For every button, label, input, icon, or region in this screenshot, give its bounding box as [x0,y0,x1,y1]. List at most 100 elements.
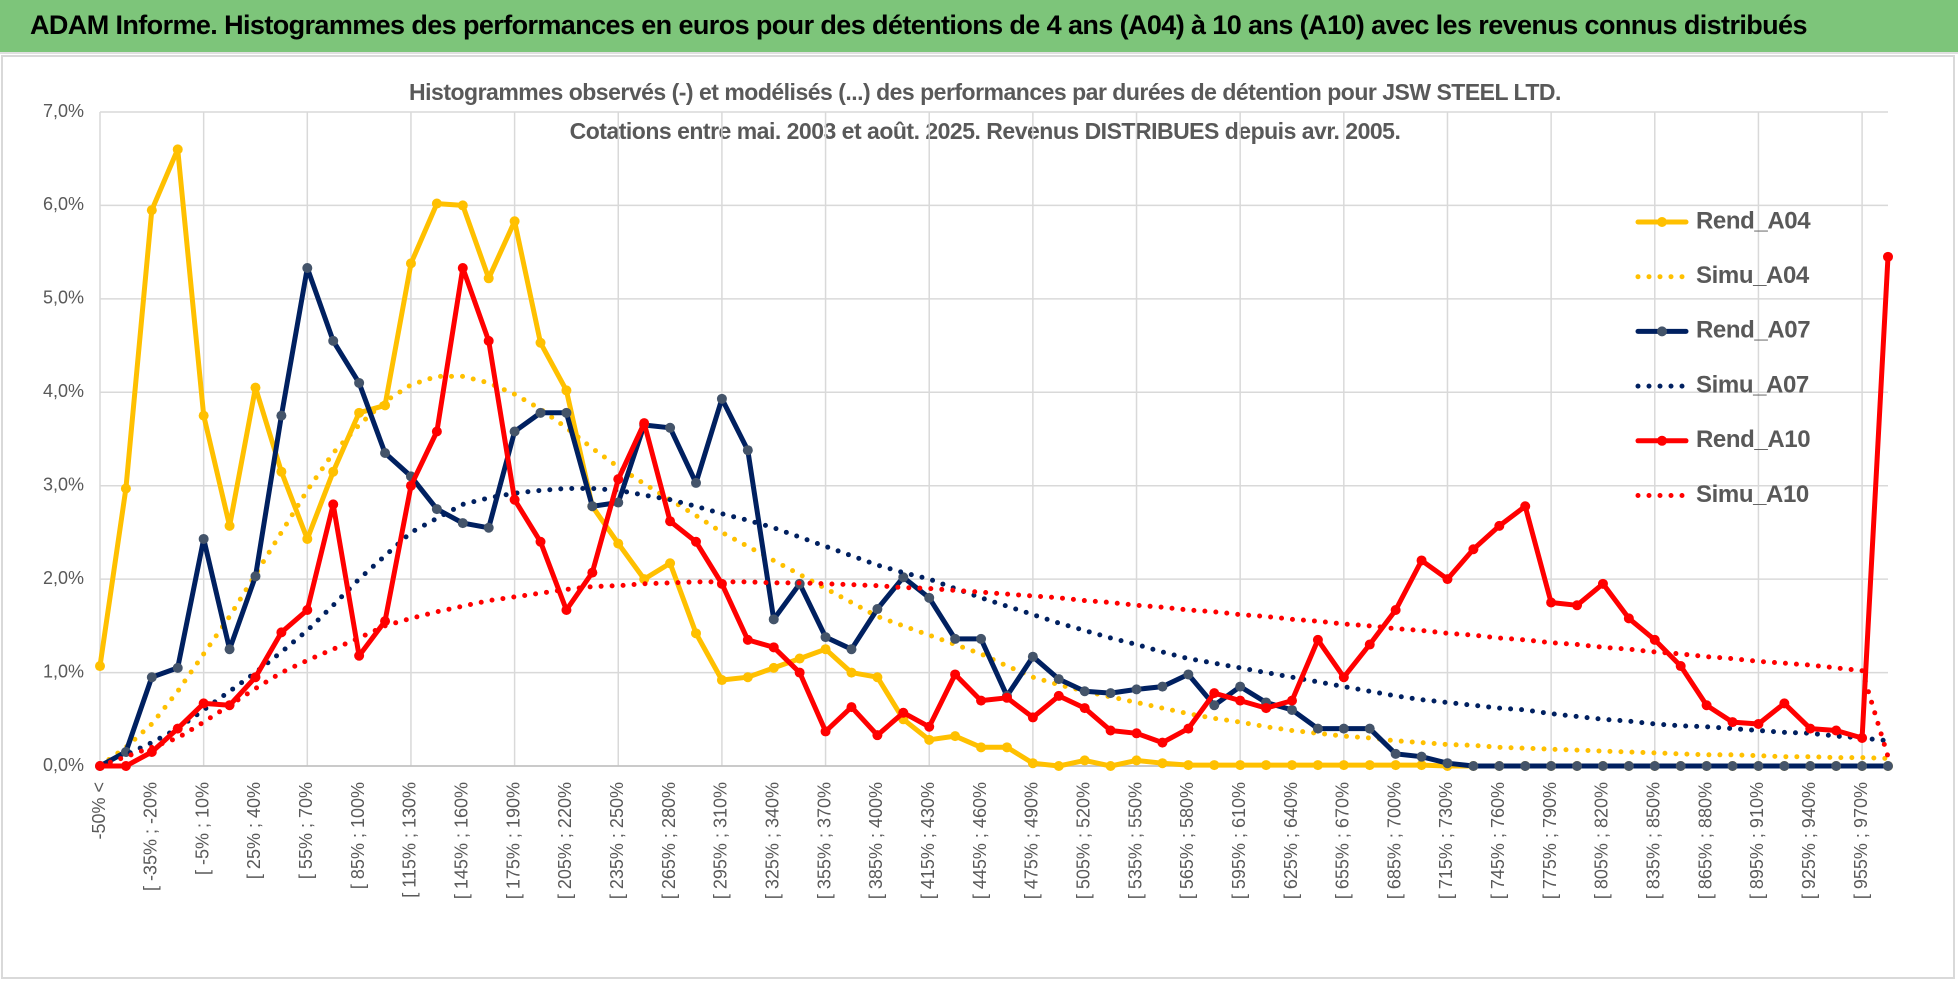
marker [1183,760,1194,771]
marker [976,633,987,644]
x-tick-label: [ 355% ; 370% [814,782,834,899]
marker [1027,758,1038,769]
x-tick-label: [ 745% ; 760% [1488,782,1508,899]
marker [1027,651,1038,662]
marker [872,672,883,683]
marker [1779,761,1790,771]
marker [146,205,157,216]
marker [354,407,365,418]
marker [1831,725,1842,736]
x-tick-label: [ 535% ; 550% [1125,782,1145,899]
marker [742,634,753,645]
marker [561,407,572,418]
x-tick-label: [ 265% ; 280% [659,782,679,899]
x-tick-label: [ 235% ; 250% [607,782,627,899]
marker [1364,723,1375,734]
x-tick-label: [ 805% ; 820% [1592,782,1612,899]
marker [561,604,572,615]
marker [483,273,494,284]
marker [1857,761,1868,771]
marker [1364,639,1375,650]
marker [665,558,676,569]
marker [561,385,572,396]
marker [820,644,831,655]
marker [691,536,701,547]
marker [1546,597,1557,608]
marker [1520,501,1531,512]
marker [1701,761,1712,771]
x-tick-label: [ 835% ; 850% [1644,782,1664,899]
marker [198,533,209,544]
marker [1416,751,1427,762]
marker [302,263,313,274]
marker [820,726,831,737]
marker [146,746,157,757]
marker [665,422,676,433]
marker [898,572,909,583]
marker [613,474,624,485]
marker [976,695,987,706]
marker [1727,761,1738,771]
x-tick-label: [ 385% ; 400% [866,782,886,899]
marker [1520,761,1531,771]
marker [1468,544,1479,555]
marker [1753,761,1764,771]
x-tick-label: [ 445% ; 460% [970,782,990,899]
x-tick-label: [ 955% ; 970% [1851,782,1871,899]
marker [328,466,339,477]
legend-marker [1657,326,1667,337]
marker [1312,723,1323,734]
x-tick-label: -50% < [89,782,109,840]
model-line [97,579,1891,769]
marker [250,672,261,683]
marker [950,731,961,742]
x-tick-label: [ 85% ; 100% [348,782,368,889]
marker [716,393,727,404]
marker [354,377,365,388]
marker [457,200,468,211]
chart-title: Histogrammes observés (-) et modélisés (… [409,79,1561,105]
marker [172,723,183,734]
marker [639,418,650,429]
marker [846,644,857,655]
x-tick-label: [ 925% ; 940% [1799,782,1819,899]
marker [742,672,753,683]
y-tick-label: 5,0% [43,288,84,308]
marker [1053,674,1064,685]
marker [1131,684,1142,695]
legend-marker [1657,217,1667,227]
legend-label: Simu_A10 [1696,481,1809,508]
marker [328,335,339,346]
marker [1649,634,1660,645]
x-tick-label: [ 55% ; 70% [296,782,316,879]
marker [380,616,391,627]
marker [1468,761,1479,771]
x-tick-label: [ 145% ; 160% [452,782,472,899]
marker [1390,748,1401,759]
marker [691,477,701,488]
marker [1727,717,1738,728]
marker [1183,669,1194,680]
marker [1753,718,1764,729]
marker [1805,723,1816,734]
x-tick-label: [ 115% ; 130% [400,782,420,898]
marker [1209,700,1220,711]
marker [1779,698,1790,709]
marker [1105,688,1116,699]
marker [1027,712,1038,723]
model-line [97,373,1891,769]
marker [1494,520,1505,531]
marker [1209,760,1220,771]
marker [820,632,831,643]
marker [613,538,624,549]
marker [1312,760,1323,771]
marker [1597,578,1608,589]
marker [1053,690,1064,701]
marker [250,571,261,582]
marker [1831,761,1842,771]
marker [198,698,209,709]
marker [924,721,935,732]
y-tick-label: 2,0% [43,568,84,588]
marker [1001,742,1012,753]
